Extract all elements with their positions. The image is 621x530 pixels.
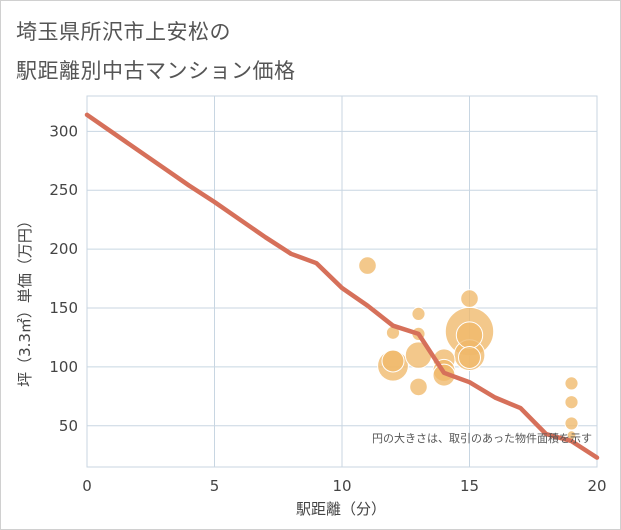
x-axis-label: 駅距離（分） — [296, 500, 386, 518]
bubble-point — [564, 376, 579, 391]
bubble-point — [460, 289, 479, 308]
bubble-size-note: 円の大きさは、取引のあった物件面積を示す — [372, 431, 592, 445]
tick-layer: 0 5 10 15 20 50 100 150 200 250 300 — [49, 122, 606, 495]
y-tick-label: 200 — [49, 240, 78, 258]
chart-title-line-1: 埼玉県所沢市上安松の — [16, 20, 231, 44]
bubble-layer — [358, 256, 579, 441]
y-tick-label: 250 — [49, 181, 78, 199]
line-layer — [84, 112, 600, 460]
bubble-point — [564, 395, 579, 410]
x-tick-label: 15 — [460, 477, 479, 495]
y-tick-label: 150 — [49, 299, 78, 317]
bubble-point — [564, 416, 579, 431]
x-tick-label: 10 — [332, 477, 351, 495]
x-tick-label: 5 — [210, 477, 220, 495]
y-tick-label: 300 — [49, 122, 78, 140]
average-price-line — [84, 112, 600, 460]
x-tick-label: 20 — [587, 477, 606, 495]
x-tick-label: 0 — [82, 477, 92, 495]
bubble-point — [411, 306, 426, 321]
bubble-point — [381, 349, 405, 373]
y-axis-label: 坪（3.3㎡）単価（万円） — [16, 213, 34, 387]
y-tick-label: 50 — [59, 417, 78, 435]
bubble-point — [455, 321, 484, 349]
bubble-point — [409, 377, 428, 397]
bubble-point — [358, 256, 377, 275]
chart-title-line-2: 駅距離別中古マンション価格 — [16, 59, 296, 83]
bubble-point — [458, 345, 481, 369]
grid-layer — [86, 95, 598, 468]
y-tick-label: 100 — [49, 358, 78, 376]
